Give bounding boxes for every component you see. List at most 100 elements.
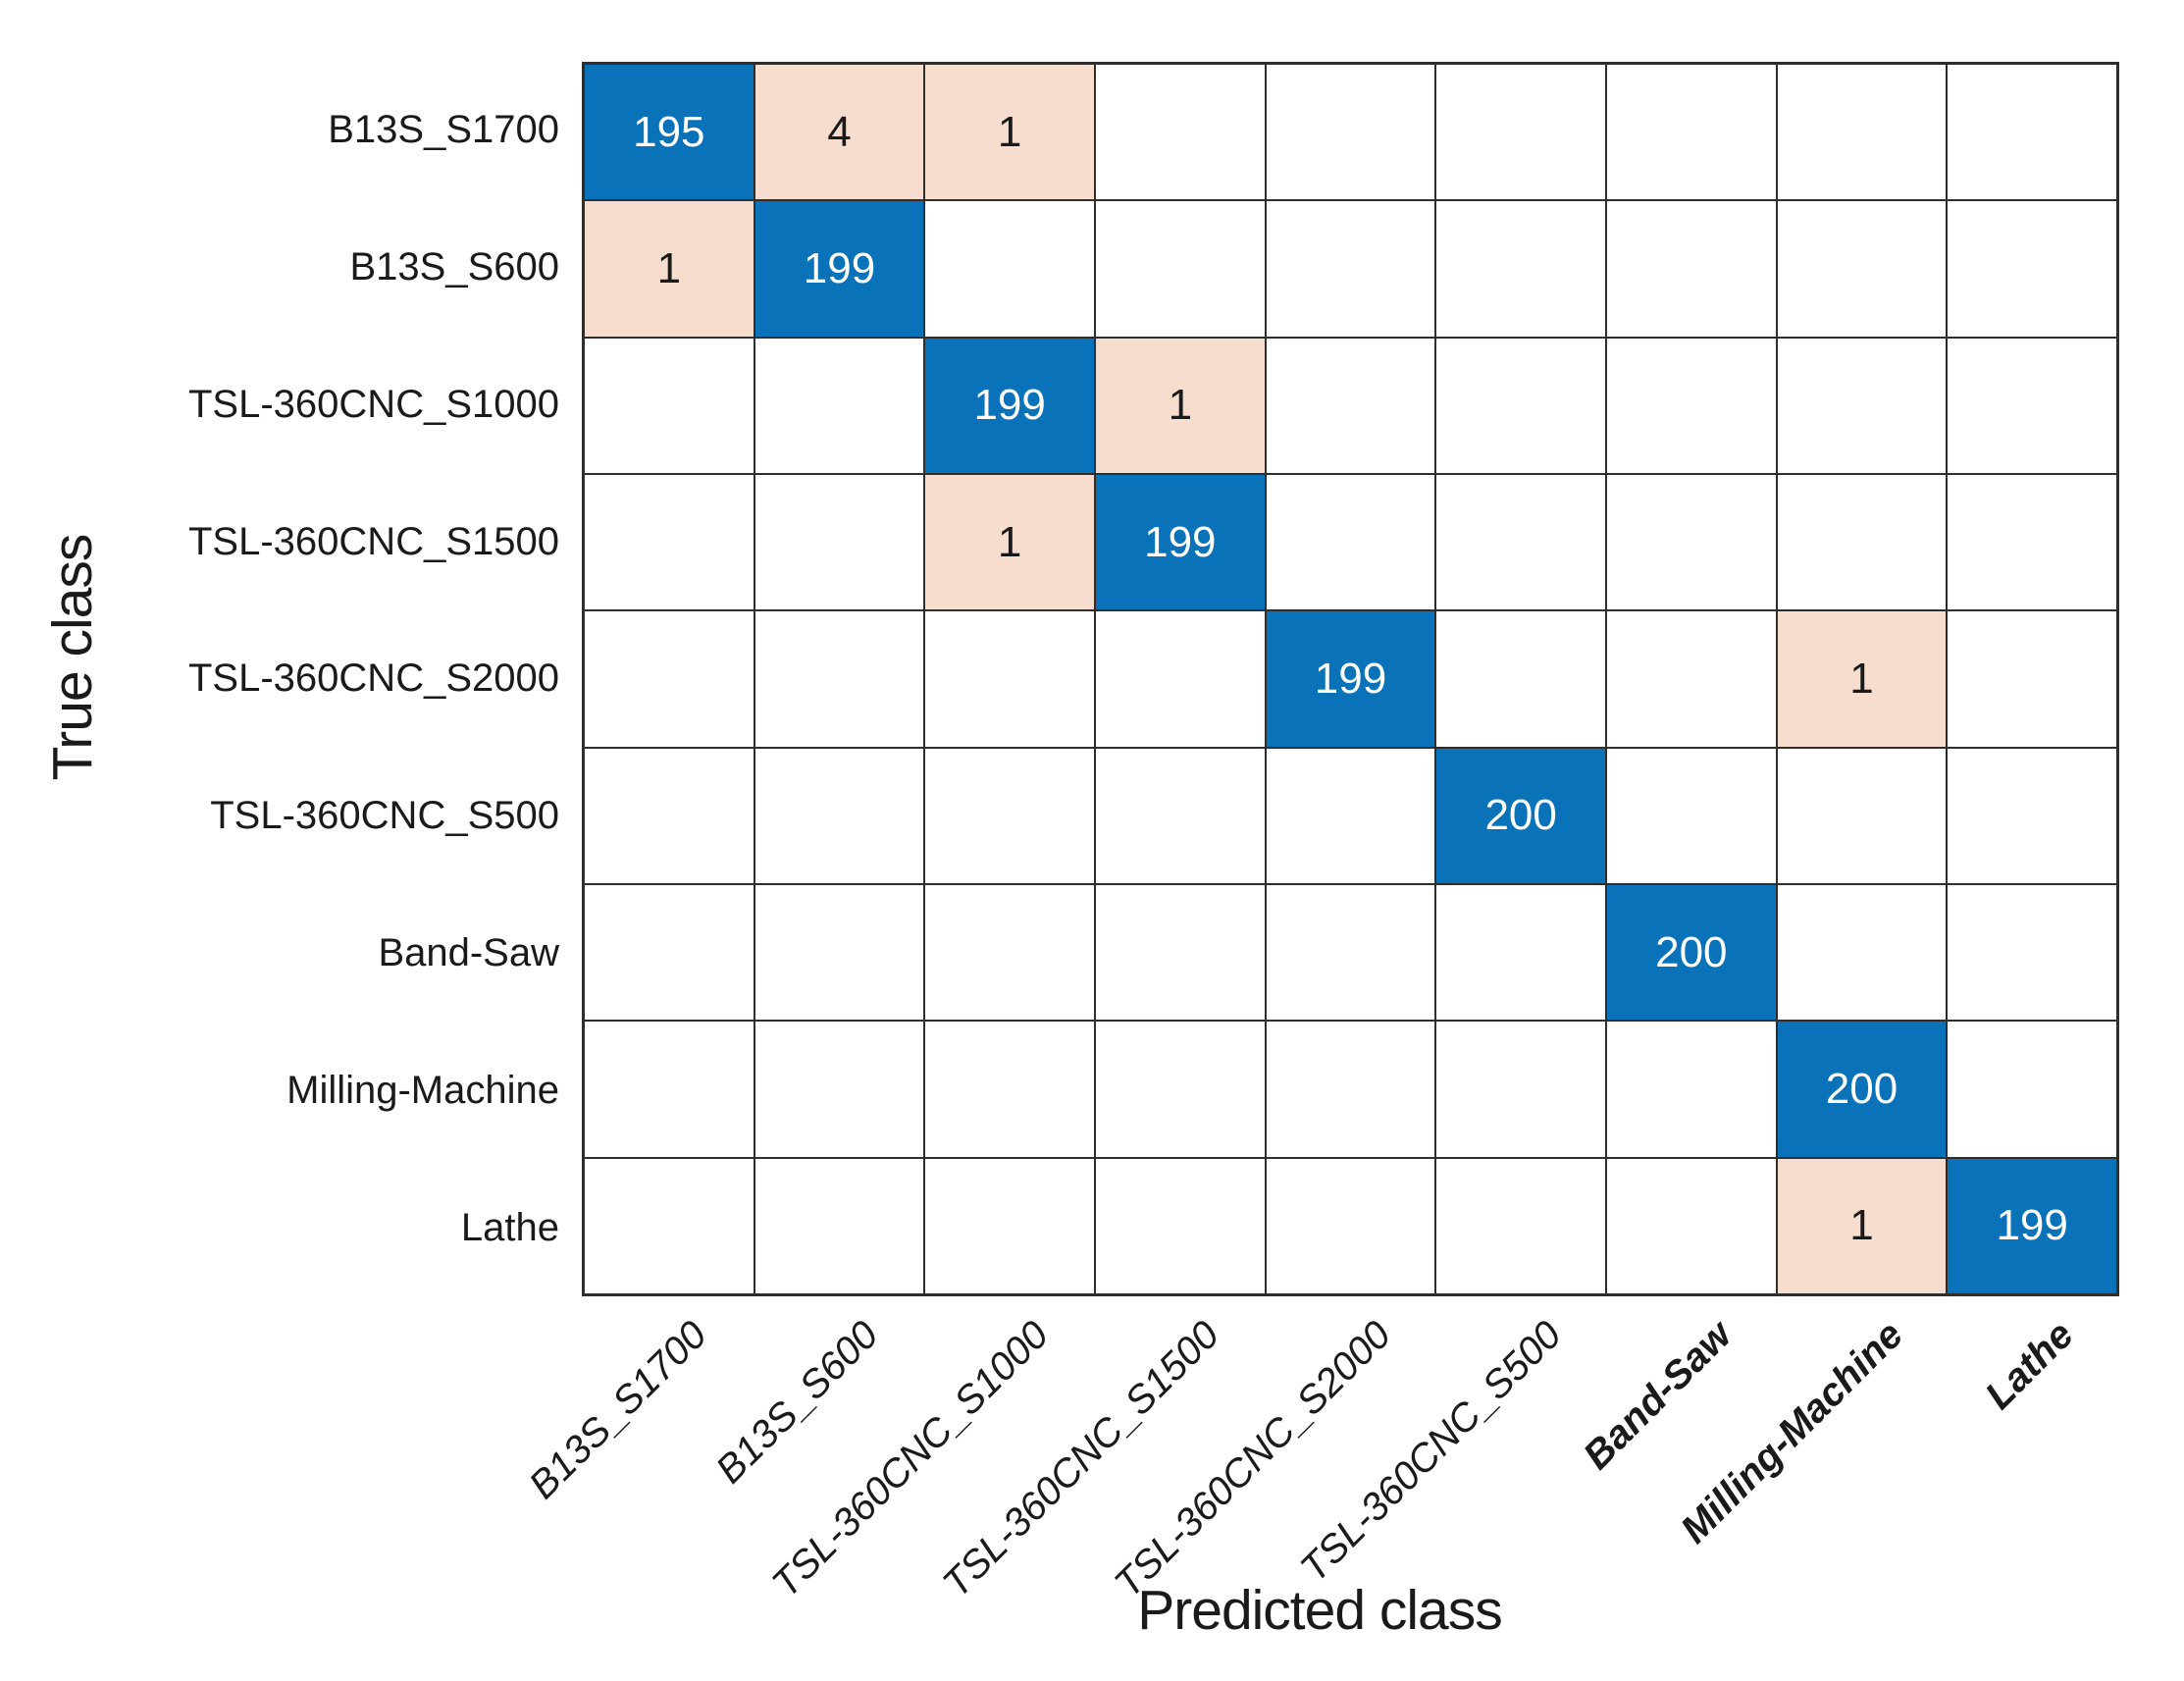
y-tick-label: TSL-360CNC_S1500 <box>188 519 559 563</box>
matrix-grid: 195 4 1 1 199 199 1 1 199 199 1 200 200 200 1 199 <box>582 62 2119 1296</box>
matrix-cell <box>1095 200 1266 338</box>
matrix-cell: 199 <box>1095 473 1266 611</box>
matrix-cell <box>584 883 754 1022</box>
matrix-cell: 1 <box>924 64 1095 201</box>
matrix-cell <box>754 883 925 1022</box>
matrix-cell <box>1947 610 2117 748</box>
matrix-cell <box>1606 1021 1777 1158</box>
matrix-cell <box>1606 1157 1777 1294</box>
matrix-cell <box>584 473 754 611</box>
matrix-cell: 200 <box>1435 747 1606 884</box>
matrix-cell: 1 <box>584 200 754 338</box>
matrix-cell <box>584 1157 754 1294</box>
x-tick-label: Band-Saw <box>1576 1313 1741 1478</box>
matrix-cell <box>1606 473 1777 611</box>
y-axis-title: True class <box>41 534 104 781</box>
matrix-cell <box>924 610 1095 748</box>
x-tick-label: B13S_S1700 <box>521 1313 716 1507</box>
x-tick-label: TSL-360CNC_S2000 <box>1106 1313 1399 1606</box>
matrix-cell <box>754 1021 925 1158</box>
matrix-cell <box>924 883 1095 1022</box>
matrix-cell <box>1095 747 1266 884</box>
matrix-cell <box>1265 64 1436 201</box>
matrix-cell: 1 <box>1095 337 1266 474</box>
x-axis-title: Predicted class <box>1137 1579 1503 1642</box>
matrix-cell <box>1435 610 1606 748</box>
matrix-cell <box>1606 200 1777 338</box>
matrix-cell <box>1095 64 1266 201</box>
matrix-cell <box>1606 337 1777 474</box>
matrix-cell <box>1265 1157 1436 1294</box>
matrix-cell <box>1435 883 1606 1022</box>
matrix-cell <box>754 337 925 474</box>
matrix-cell <box>1095 883 1266 1022</box>
matrix-cell <box>1776 747 1948 884</box>
matrix-cell: 1 <box>1776 1157 1948 1294</box>
matrix-cell <box>584 747 754 884</box>
matrix-cell <box>1947 473 2117 611</box>
matrix-cell <box>1435 473 1606 611</box>
matrix-cell <box>1776 473 1948 611</box>
matrix-cell <box>1265 473 1436 611</box>
matrix-cell <box>924 200 1095 338</box>
matrix-cell <box>1776 337 1948 474</box>
matrix-cell: 4 <box>754 64 925 201</box>
matrix-cell: 1 <box>1776 610 1948 748</box>
matrix-cell <box>584 1021 754 1158</box>
matrix-cell: 195 <box>584 64 754 201</box>
matrix-cell <box>1435 200 1606 338</box>
matrix-cell <box>924 1157 1095 1294</box>
matrix-cell <box>754 610 925 748</box>
matrix-cell: 199 <box>1265 610 1436 748</box>
matrix-cell <box>1947 1021 2117 1158</box>
x-tick-label: Lathe <box>1977 1313 2083 1418</box>
matrix-cell <box>1947 64 2117 201</box>
matrix-cell <box>1265 200 1436 338</box>
y-tick-label: B13S_S1700 <box>328 108 559 152</box>
matrix-cell <box>1947 337 2117 474</box>
matrix-cell: 199 <box>754 200 925 338</box>
matrix-cell <box>1606 64 1777 201</box>
matrix-cell <box>1606 747 1777 884</box>
matrix-cell <box>1265 337 1436 474</box>
matrix-cell <box>924 747 1095 884</box>
matrix-cell <box>1095 1157 1266 1294</box>
y-tick-label: Milling-Machine <box>286 1068 559 1112</box>
matrix-cell <box>1435 337 1606 474</box>
matrix-cell <box>1947 747 2117 884</box>
matrix-cell <box>1606 610 1777 748</box>
matrix-cell <box>1435 64 1606 201</box>
matrix-cell <box>1095 610 1266 748</box>
matrix-cell <box>1435 1021 1606 1158</box>
matrix-cell <box>584 337 754 474</box>
matrix-cell <box>1776 883 1948 1022</box>
matrix-cell: 1 <box>924 473 1095 611</box>
matrix-cell: 200 <box>1606 883 1777 1022</box>
matrix-cell <box>1947 883 2117 1022</box>
matrix-cell: 200 <box>1776 1021 1948 1158</box>
matrix-cell: 199 <box>924 337 1095 474</box>
y-tick-label: TSL-360CNC_S500 <box>210 794 559 838</box>
matrix-cell <box>924 1021 1095 1158</box>
matrix-cell <box>754 473 925 611</box>
y-tick-label: B13S_S600 <box>349 245 559 289</box>
matrix-cell <box>1776 64 1948 201</box>
matrix-cell <box>1776 200 1948 338</box>
matrix-cell <box>1095 1021 1266 1158</box>
matrix-cell <box>754 747 925 884</box>
matrix-cell <box>584 610 754 748</box>
y-tick-label: Lathe <box>460 1205 559 1249</box>
matrix-cell <box>1265 747 1436 884</box>
matrix-cell <box>754 1157 925 1294</box>
matrix-cell: 199 <box>1947 1157 2117 1294</box>
y-tick-label: TSL-360CNC_S1000 <box>188 382 559 426</box>
x-tick-label: TSL-360CNC_S1500 <box>935 1313 1228 1606</box>
matrix-cell <box>1265 1021 1436 1158</box>
x-tick-label: TSL-360CNC_S1000 <box>763 1313 1058 1606</box>
x-tick-label: B13S_S600 <box>707 1313 887 1493</box>
y-tick-label: TSL-360CNC_S2000 <box>188 657 559 701</box>
matrix-cell <box>1435 1157 1606 1294</box>
matrix-cell <box>1265 883 1436 1022</box>
matrix-cell <box>1947 200 2117 338</box>
